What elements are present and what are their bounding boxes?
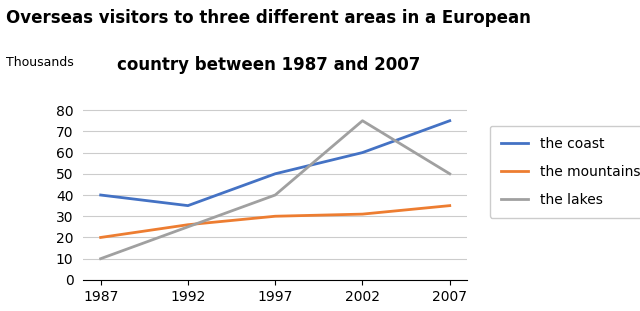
the mountains [446, 204, 454, 207]
Text: Thousands: Thousands [6, 56, 74, 69]
the lakes [97, 257, 104, 261]
Text: country between 1987 and 2007: country between 1987 and 2007 [117, 56, 420, 74]
Text: Overseas visitors to three different areas in a European: Overseas visitors to three different are… [6, 9, 531, 27]
Line: the coast: the coast [100, 121, 450, 206]
the coast [184, 204, 192, 207]
the coast [97, 193, 104, 197]
the coast [271, 172, 279, 176]
Legend: the coast, the mountains, the lakes: the coast, the mountains, the lakes [490, 126, 640, 218]
Line: the mountains: the mountains [100, 206, 450, 238]
the coast [358, 151, 366, 155]
the mountains [358, 212, 366, 216]
the lakes [184, 225, 192, 229]
the lakes [446, 172, 454, 176]
the mountains [97, 236, 104, 239]
the lakes [271, 193, 279, 197]
the mountains [184, 223, 192, 227]
the mountains [271, 214, 279, 218]
the lakes [358, 119, 366, 123]
the coast [446, 119, 454, 123]
Line: the lakes: the lakes [100, 121, 450, 259]
